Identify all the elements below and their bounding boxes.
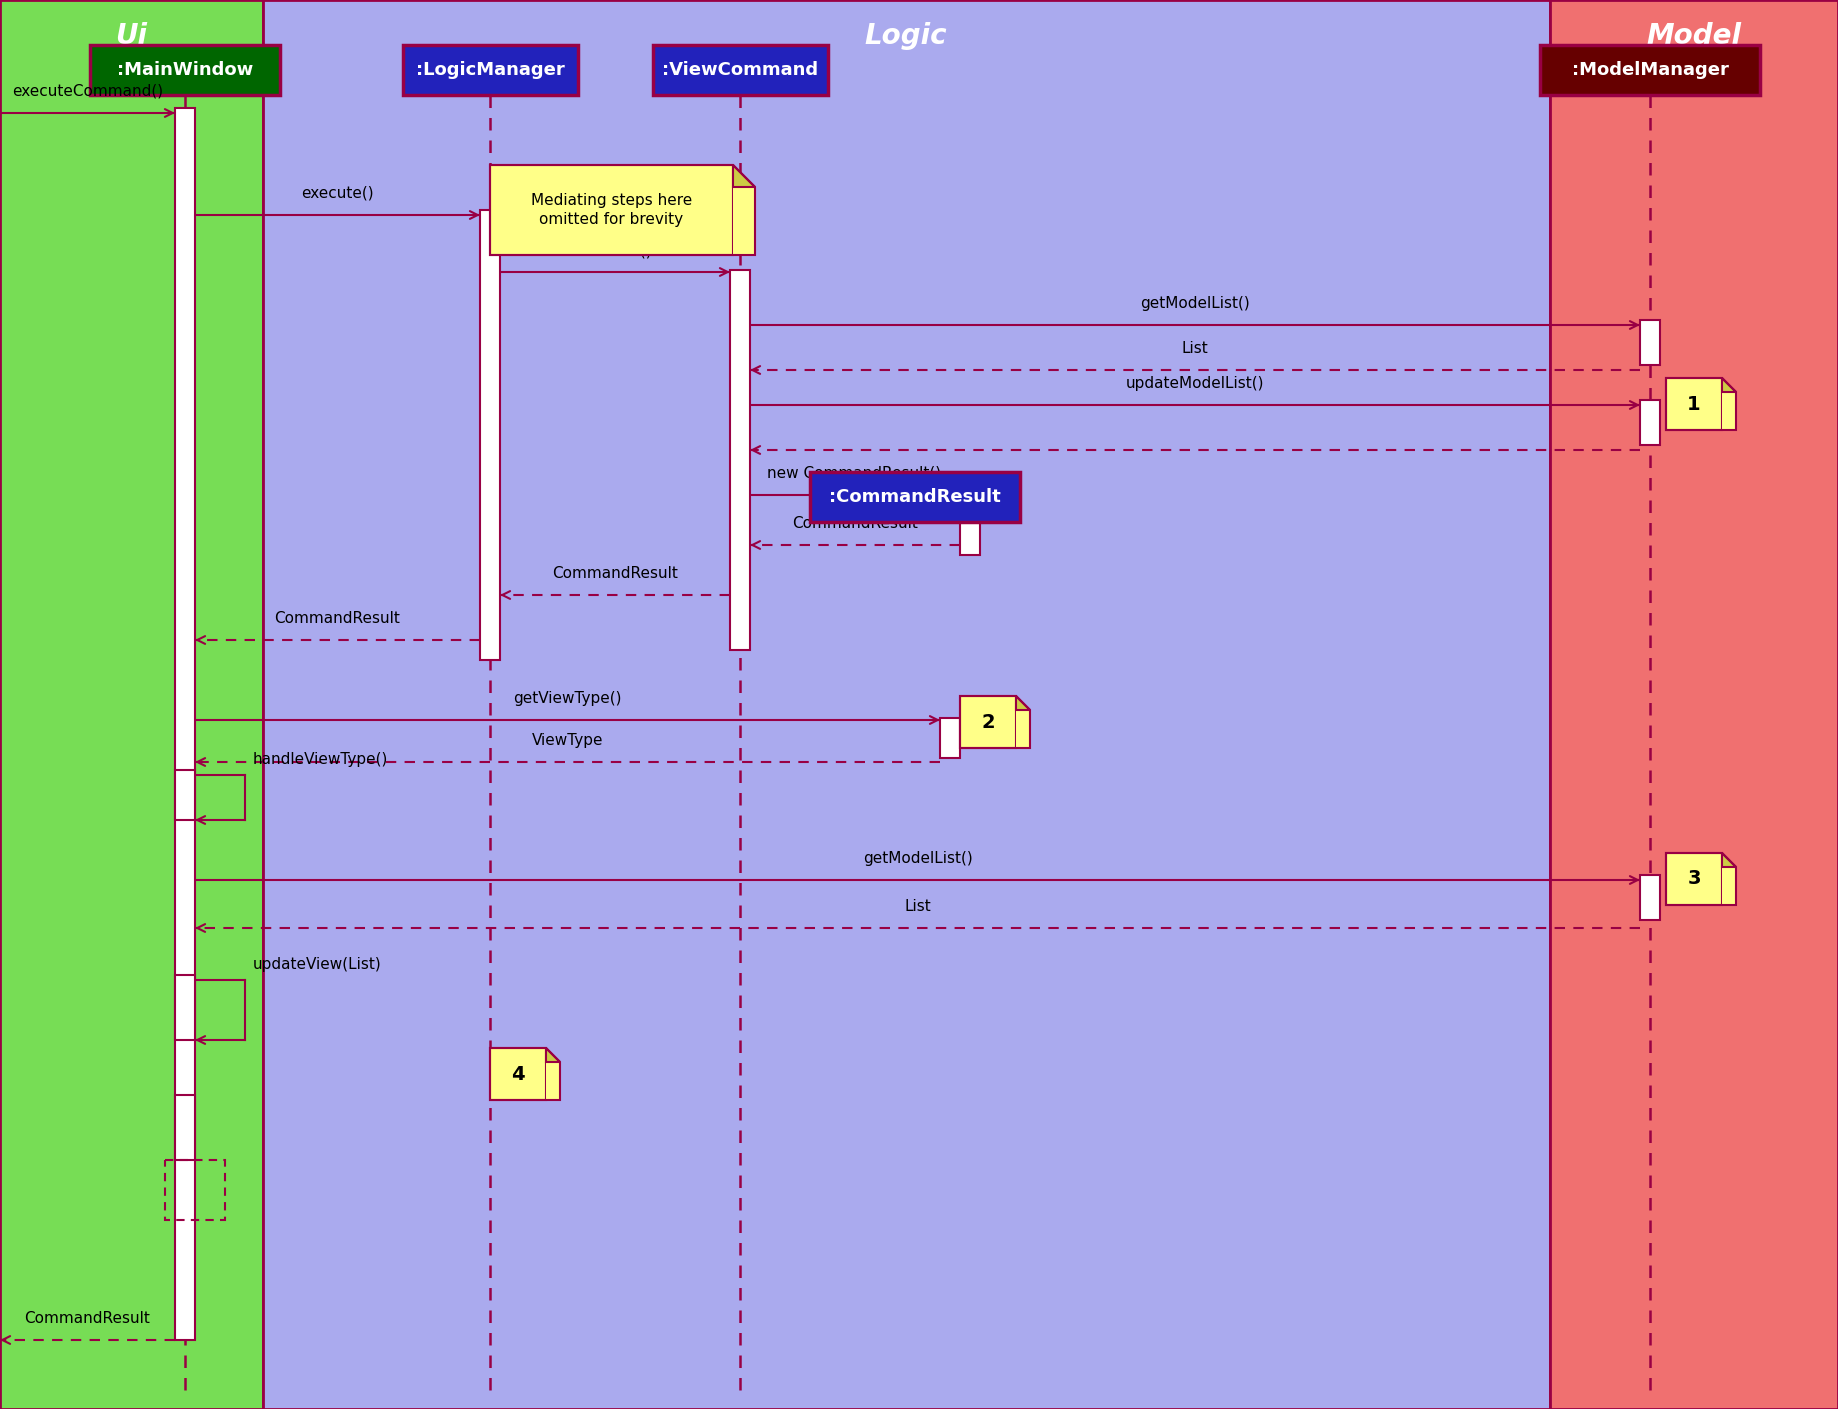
Bar	[1639, 875, 1660, 920]
Bar	[263, 0, 1549, 1409]
Text: :CommandResult: :CommandResult	[829, 488, 1002, 506]
Text: :LogicManager: :LogicManager	[415, 61, 564, 79]
Text: updateModelList(): updateModelList()	[1125, 376, 1265, 392]
Text: Logic: Logic	[864, 23, 947, 49]
Polygon shape	[1722, 852, 1737, 867]
Bar	[491, 1048, 546, 1100]
Text: List: List	[1182, 341, 1208, 356]
Bar	[730, 271, 750, 650]
Bar	[480, 210, 500, 659]
Bar	[1722, 867, 1737, 905]
Text: Mediating steps here
omitted for brevity: Mediating steps here omitted for brevity	[531, 193, 693, 227]
Bar	[1549, 0, 1838, 1409]
Bar	[1016, 710, 1029, 748]
Text: List: List	[904, 899, 930, 914]
Text: getModelList(): getModelList()	[862, 851, 972, 867]
Bar	[733, 187, 755, 255]
Text: handleViewType(): handleViewType()	[254, 752, 388, 766]
Text: updateView(List): updateView(List)	[254, 957, 382, 972]
Polygon shape	[546, 1048, 561, 1062]
Text: getViewType(): getViewType()	[513, 690, 621, 706]
Polygon shape	[1722, 378, 1737, 392]
Text: CommandResult: CommandResult	[274, 612, 401, 626]
Bar	[1665, 378, 1722, 430]
Bar	[1540, 45, 1761, 94]
Polygon shape	[733, 165, 755, 187]
Bar	[0, 0, 263, 1409]
Bar	[491, 165, 733, 255]
Text: Model: Model	[1647, 23, 1741, 49]
Text: :ModelManager: :ModelManager	[1571, 61, 1728, 79]
Bar	[939, 719, 959, 758]
Bar	[652, 45, 827, 94]
Text: CommandResult: CommandResult	[792, 516, 917, 531]
Text: execute(): execute()	[579, 242, 651, 258]
Text: CommandResult: CommandResult	[551, 566, 678, 581]
Bar	[1722, 392, 1737, 430]
Text: CommandResult: CommandResult	[24, 1310, 151, 1326]
Text: ViewType: ViewType	[531, 733, 603, 748]
Bar	[175, 108, 195, 1340]
Text: 2: 2	[981, 713, 994, 731]
Text: execute(): execute()	[301, 186, 373, 201]
Bar	[811, 472, 1020, 521]
Bar	[165, 1160, 224, 1220]
Bar	[175, 1095, 195, 1160]
Text: executeCommand(): executeCommand()	[11, 85, 164, 99]
Text: 1: 1	[1687, 395, 1700, 413]
Text: new CommandResult(): new CommandResult()	[766, 466, 941, 480]
Bar	[546, 1062, 561, 1100]
Bar	[175, 975, 195, 1040]
Bar	[403, 45, 577, 94]
Bar	[1665, 852, 1722, 905]
Bar	[90, 45, 279, 94]
Bar	[959, 696, 1016, 748]
Text: Ui: Ui	[116, 23, 147, 49]
Text: 3: 3	[1687, 869, 1700, 889]
Text: 4: 4	[511, 1065, 526, 1084]
Bar	[959, 490, 980, 555]
Bar	[175, 769, 195, 820]
Polygon shape	[1016, 696, 1029, 710]
Text: getModelList(): getModelList()	[1140, 296, 1250, 311]
Bar	[1639, 400, 1660, 445]
Text: :ViewCommand: :ViewCommand	[662, 61, 818, 79]
Bar	[1639, 320, 1660, 365]
Text: :MainWindow: :MainWindow	[118, 61, 254, 79]
